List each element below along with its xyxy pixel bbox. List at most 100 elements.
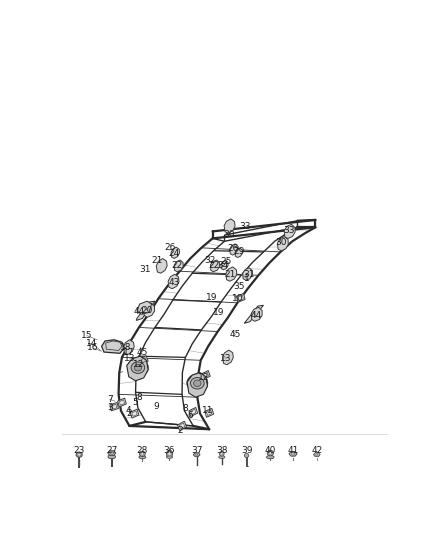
Ellipse shape	[139, 456, 146, 459]
Polygon shape	[289, 451, 297, 456]
Polygon shape	[187, 373, 208, 397]
Text: 21: 21	[224, 270, 235, 279]
Text: 2: 2	[177, 425, 183, 434]
Ellipse shape	[134, 365, 141, 371]
Polygon shape	[137, 301, 152, 314]
Text: 42: 42	[311, 446, 322, 455]
Polygon shape	[130, 409, 139, 418]
Polygon shape	[205, 408, 214, 417]
Polygon shape	[127, 356, 148, 381]
Polygon shape	[193, 453, 200, 457]
Ellipse shape	[141, 453, 144, 455]
Polygon shape	[117, 398, 126, 407]
Ellipse shape	[139, 451, 145, 457]
Polygon shape	[251, 308, 262, 321]
Text: 12: 12	[133, 360, 145, 369]
Text: 13: 13	[124, 354, 136, 363]
Text: 4: 4	[126, 406, 131, 415]
Text: 26: 26	[227, 244, 239, 253]
Polygon shape	[223, 350, 233, 365]
Ellipse shape	[187, 374, 208, 392]
Text: 2: 2	[127, 409, 132, 418]
Text: 25: 25	[220, 257, 232, 266]
Polygon shape	[177, 421, 187, 431]
Text: 33: 33	[240, 222, 251, 231]
Text: 20: 20	[141, 306, 153, 314]
Text: 8: 8	[136, 393, 142, 402]
Text: 29: 29	[233, 247, 244, 256]
Ellipse shape	[267, 456, 274, 459]
Text: 37: 37	[191, 446, 202, 455]
Text: 11: 11	[202, 406, 213, 415]
Polygon shape	[237, 294, 245, 302]
Text: 45: 45	[137, 348, 148, 357]
Text: 15: 15	[81, 331, 93, 340]
Text: 39: 39	[241, 446, 252, 455]
Ellipse shape	[269, 451, 272, 455]
Text: 24: 24	[169, 249, 180, 258]
Polygon shape	[174, 260, 183, 272]
Ellipse shape	[244, 454, 249, 457]
Ellipse shape	[191, 377, 204, 389]
Text: 16: 16	[87, 343, 99, 352]
Polygon shape	[102, 340, 124, 353]
Text: 10: 10	[232, 294, 243, 303]
Text: 43: 43	[169, 278, 180, 287]
Text: 26: 26	[165, 244, 176, 252]
Ellipse shape	[267, 450, 273, 456]
Polygon shape	[110, 402, 118, 411]
Polygon shape	[224, 219, 235, 233]
Ellipse shape	[131, 362, 145, 374]
Text: 13: 13	[220, 354, 232, 363]
Ellipse shape	[168, 452, 171, 456]
Text: 6: 6	[187, 411, 193, 420]
Text: 28: 28	[137, 446, 148, 455]
Text: 23: 23	[74, 446, 85, 455]
Text: 34: 34	[217, 261, 229, 270]
Polygon shape	[123, 340, 134, 354]
Text: 22: 22	[208, 261, 219, 270]
Text: 30: 30	[223, 230, 234, 239]
Ellipse shape	[166, 450, 173, 457]
Polygon shape	[226, 267, 237, 281]
Polygon shape	[221, 260, 228, 270]
Text: 8: 8	[183, 404, 188, 413]
Text: 35: 35	[233, 282, 244, 291]
Polygon shape	[201, 370, 210, 379]
Text: 1: 1	[244, 273, 249, 282]
Polygon shape	[171, 247, 180, 259]
Polygon shape	[244, 305, 264, 324]
Text: 36: 36	[164, 446, 175, 455]
Ellipse shape	[76, 452, 82, 457]
Polygon shape	[235, 248, 242, 257]
Polygon shape	[168, 274, 179, 289]
Text: 5: 5	[133, 398, 138, 407]
Polygon shape	[139, 356, 148, 365]
Polygon shape	[284, 224, 295, 238]
Polygon shape	[136, 301, 155, 320]
Ellipse shape	[221, 453, 223, 455]
Polygon shape	[314, 453, 320, 457]
Polygon shape	[156, 259, 167, 273]
Text: 31: 31	[243, 270, 254, 279]
Text: 9: 9	[154, 402, 159, 411]
Polygon shape	[277, 237, 288, 251]
Ellipse shape	[78, 453, 81, 456]
Text: 19: 19	[206, 293, 217, 302]
Text: 33: 33	[283, 225, 295, 235]
Text: 18: 18	[120, 343, 132, 352]
Text: 40: 40	[265, 446, 276, 455]
Text: 22: 22	[171, 261, 183, 270]
Text: 7: 7	[107, 395, 113, 404]
Polygon shape	[108, 451, 116, 455]
Text: 44: 44	[250, 311, 261, 320]
Polygon shape	[144, 303, 155, 317]
Text: 21: 21	[152, 256, 163, 265]
Text: 41: 41	[287, 446, 299, 455]
Ellipse shape	[219, 456, 225, 458]
Polygon shape	[230, 244, 238, 255]
Text: 31: 31	[139, 265, 151, 274]
Text: 12: 12	[198, 374, 209, 382]
Text: 45: 45	[230, 330, 241, 340]
Text: 14: 14	[86, 338, 97, 348]
